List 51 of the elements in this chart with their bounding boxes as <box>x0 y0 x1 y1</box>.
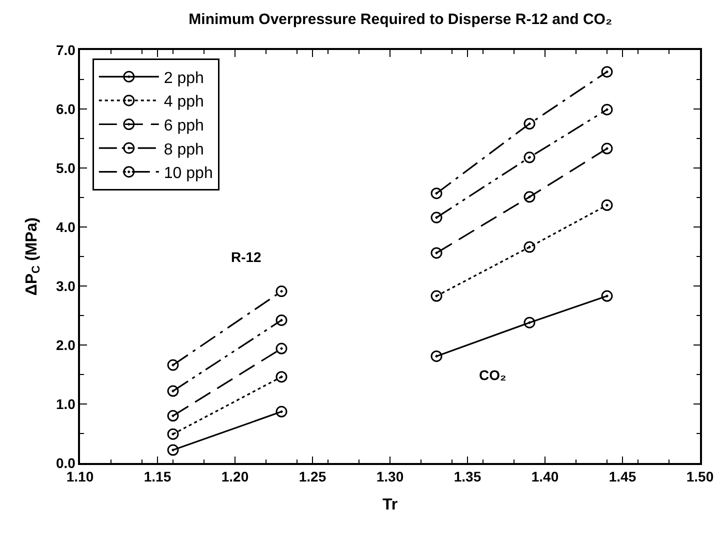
y-tick-label: 2.0 <box>56 336 76 353</box>
chart-title: Minimum Overpressure Required to Disperse R-12 and CO₂ <box>188 10 612 28</box>
point <box>524 316 536 328</box>
y-tick-label: 0.0 <box>56 454 76 471</box>
annotation: CO₂ <box>479 367 506 383</box>
point <box>167 428 179 440</box>
point <box>430 290 442 302</box>
point <box>601 142 613 154</box>
y-tick-label: 5.0 <box>56 160 76 176</box>
point <box>430 247 442 259</box>
point <box>430 350 442 362</box>
point <box>167 359 179 371</box>
x-tick-label: 1.30 <box>376 468 404 485</box>
point <box>430 212 442 224</box>
point <box>524 118 536 130</box>
legend-label: 4 pph <box>164 94 204 111</box>
legend-label: 2 pph <box>164 70 204 87</box>
x-tick-label: 1.40 <box>531 468 559 485</box>
annotation: R-12 <box>231 249 262 265</box>
point <box>276 314 288 326</box>
point <box>524 152 536 164</box>
y-tick-label: 4.0 <box>56 218 76 235</box>
point <box>276 406 288 418</box>
x-tick-label: 1.15 <box>144 468 172 485</box>
y-tick-label: 3.0 <box>56 278 76 294</box>
x-tick-label: 1.20 <box>221 468 249 485</box>
point <box>524 191 536 203</box>
x-axis-title: Tr <box>382 496 398 514</box>
point <box>524 241 536 253</box>
point <box>276 342 288 354</box>
y-tick-label: 1.0 <box>56 396 76 412</box>
legend-label: 8 pph <box>164 141 204 158</box>
x-tick-label: 1.35 <box>454 468 482 485</box>
point <box>601 66 613 78</box>
y-tick-label: 6.0 <box>56 100 76 117</box>
point <box>167 444 179 456</box>
point <box>601 199 613 211</box>
point <box>167 410 179 422</box>
x-tick-label: 1.45 <box>608 468 636 485</box>
x-tick-label: 1.25 <box>298 468 326 485</box>
x-tick-label: 1.10 <box>66 468 94 485</box>
legend-label: 6 pph <box>164 118 204 134</box>
x-tick-label: 1.50 <box>686 468 714 485</box>
point <box>276 371 288 383</box>
point <box>601 290 613 302</box>
legend-label: 10 pph <box>164 165 213 182</box>
point <box>601 104 613 116</box>
point <box>276 286 288 298</box>
y-tick-label: 7.0 <box>56 42 76 58</box>
point <box>167 385 179 397</box>
point <box>430 188 442 200</box>
